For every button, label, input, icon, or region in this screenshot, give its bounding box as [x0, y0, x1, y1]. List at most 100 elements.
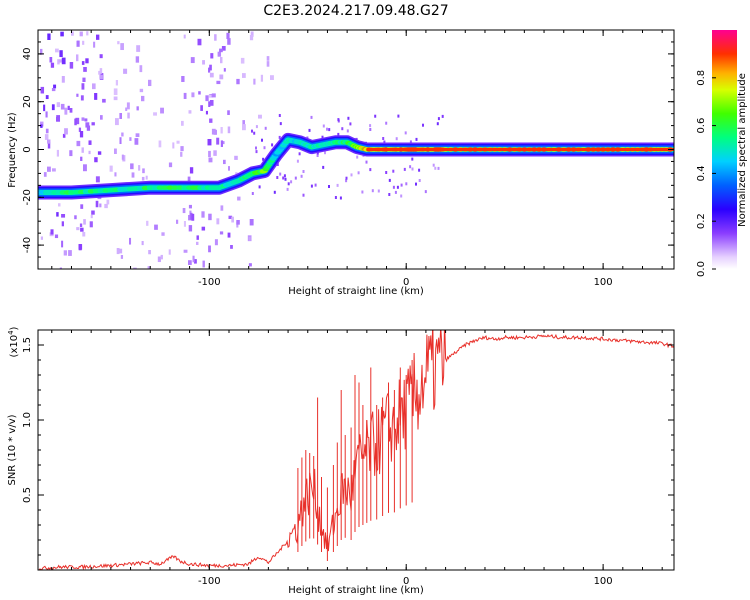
noise-speck [409, 165, 412, 169]
noise-speck [82, 40, 85, 45]
snr-line-layer [38, 330, 674, 570]
noise-speck [261, 138, 263, 142]
noise-speck [404, 131, 407, 135]
noise-speck [130, 163, 134, 170]
noise-speck [213, 150, 217, 156]
noise-speck [183, 34, 186, 39]
snr-x-tick-label: 100 [594, 576, 613, 587]
noise-speck [75, 117, 80, 125]
noise-speck [405, 182, 408, 186]
noise-speck [51, 104, 55, 111]
noise-speck [437, 117, 440, 121]
noise-speck [50, 62, 55, 68]
spectrogram-y-tick-label: -20 [22, 189, 33, 205]
noise-speck [139, 65, 143, 73]
colorbar-gradient [712, 30, 737, 269]
noise-speck [345, 179, 348, 183]
noise-speck [279, 122, 282, 126]
noise-speck [345, 176, 348, 180]
noise-speck [43, 104, 46, 112]
noise-speck [98, 70, 101, 75]
noise-speck [141, 95, 145, 102]
noise-speck [441, 114, 444, 118]
noise-speck [255, 146, 257, 150]
noise-speck [192, 255, 195, 263]
noise-speck [161, 232, 165, 236]
colorbar-tick-label: 0.0 [696, 261, 707, 277]
noise-speck [83, 164, 87, 172]
noise-speck [133, 267, 137, 269]
noise-speck [119, 137, 122, 145]
noise-speck [160, 254, 163, 260]
noise-speck [302, 170, 305, 173]
noise-speck [80, 227, 84, 232]
noise-speck [187, 176, 191, 182]
noise-speck [183, 249, 188, 253]
noise-speck [43, 172, 47, 177]
noise-speck [197, 38, 202, 46]
spectrogram-y-tick-label: 20 [22, 95, 33, 108]
noise-speck [60, 103, 65, 110]
noise-speck [211, 93, 216, 98]
noise-speck [264, 126, 267, 130]
noise-speck [369, 168, 372, 172]
noise-speck [95, 200, 99, 208]
noise-speck [308, 128, 311, 132]
noise-speck [400, 194, 403, 198]
noise-speck [322, 124, 325, 128]
noise-speck [214, 34, 217, 41]
noise-speck [194, 259, 197, 264]
noise-speck [382, 137, 385, 140]
noise-speck [227, 110, 230, 115]
noise-speck [47, 33, 51, 40]
noise-speck [91, 122, 95, 126]
noise-speck [411, 167, 414, 171]
noise-speck [89, 221, 93, 228]
noise-speck [47, 141, 51, 149]
noise-speck [394, 190, 397, 194]
noise-speck [157, 256, 161, 263]
noise-speck [231, 216, 234, 223]
noise-speck [129, 237, 132, 245]
noise-speck [273, 190, 276, 194]
noise-speck [209, 118, 213, 123]
noise-speck [328, 128, 331, 132]
noise-speck [183, 92, 187, 99]
noise-speck [80, 204, 84, 209]
noise-speck [115, 80, 119, 86]
noise-speck [172, 142, 175, 149]
noise-speck [135, 56, 140, 63]
ridge-core [146, 185, 154, 190]
noise-speck [74, 118, 77, 126]
noise-speck [201, 211, 205, 218]
noise-speck [205, 110, 208, 115]
noise-speck [49, 57, 53, 63]
noise-speck [104, 203, 108, 209]
noise-speck [392, 169, 395, 173]
spectrogram-x-tick-label: 100 [594, 277, 613, 288]
noise-speck [328, 185, 330, 188]
noise-speck [188, 204, 192, 209]
noise-speck [242, 124, 246, 131]
noise-speck [258, 185, 261, 189]
noise-speck [146, 220, 149, 226]
noise-speck [316, 154, 319, 157]
colorbar-tick-label: 0.2 [696, 213, 707, 229]
noise-speck [180, 151, 183, 157]
spectrogram-x-tick-label: -100 [198, 277, 221, 288]
noise-speck [223, 159, 226, 165]
noise-speck [88, 140, 92, 145]
noise-speck [279, 172, 282, 176]
noise-speck [282, 176, 285, 180]
noise-speck [189, 167, 194, 174]
noise-speck [97, 151, 102, 155]
noise-speck [409, 140, 412, 144]
spectrogram-x-tick-label: 0 [403, 277, 409, 288]
noise-speck [84, 118, 88, 122]
noise-speck [188, 110, 192, 114]
noise-speck [236, 78, 240, 85]
noise-speck [262, 157, 265, 161]
noise-speck [76, 54, 79, 62]
noise-speck [76, 40, 80, 47]
noise-speck [221, 46, 226, 51]
